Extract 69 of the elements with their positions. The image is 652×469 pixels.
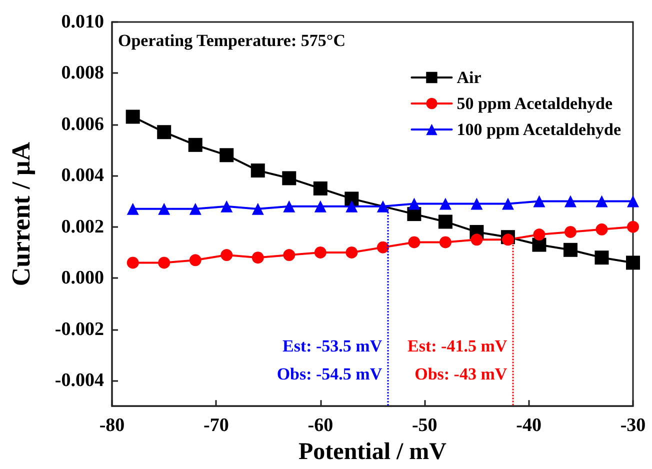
point — [283, 249, 296, 262]
x-tick-label: -80 — [99, 415, 125, 436]
point — [564, 195, 576, 208]
point — [596, 195, 608, 208]
point — [502, 198, 514, 210]
point — [283, 200, 296, 212]
point — [126, 202, 139, 215]
point — [252, 252, 264, 264]
point — [376, 241, 389, 254]
x-tick-label: -30 — [620, 415, 646, 436]
x-axis-title: Potential / mV — [298, 439, 448, 465]
point — [158, 202, 170, 215]
point — [533, 228, 546, 241]
point — [439, 198, 452, 210]
point — [470, 198, 483, 210]
y-tick-label: -0.002 — [54, 318, 104, 340]
point — [439, 236, 452, 248]
x-tick-label: -60 — [308, 415, 334, 436]
y-tick-label: 0.006 — [61, 114, 104, 135]
point — [563, 242, 578, 257]
legend-label: Air — [456, 68, 482, 87]
point — [564, 226, 576, 238]
legend-label: 100 ppm Acetaldehyde — [456, 120, 622, 139]
y-axis-title: Current / μA — [6, 142, 36, 286]
point — [596, 223, 608, 236]
y-tick-label: 0.010 — [61, 12, 104, 32]
y-tick-label: -0.004 — [54, 370, 104, 391]
y-tick-label: 0.000 — [61, 268, 104, 289]
annotation: Operating Temperature: 575°C — [118, 31, 346, 50]
point — [189, 254, 202, 266]
point — [282, 171, 296, 186]
point — [250, 164, 265, 178]
point — [220, 249, 233, 262]
legend-label: 50 ppm Acetaldehyde — [456, 94, 614, 113]
point — [220, 200, 233, 212]
point — [408, 236, 420, 248]
point — [532, 238, 546, 252]
point — [533, 195, 546, 208]
ref-line-label: Est: -41.5 mV Obs: -43 mV — [408, 336, 508, 384]
point — [126, 256, 139, 269]
point — [626, 256, 640, 270]
point — [408, 198, 420, 210]
point — [220, 148, 234, 162]
y-tick-label: 0.008 — [61, 62, 104, 84]
point — [313, 181, 328, 196]
ref-line-label: Est: -53.5 mV Obs: -54.5 mV — [276, 336, 383, 384]
x-tick-label: -50 — [412, 415, 438, 436]
point — [126, 110, 140, 124]
point — [189, 202, 202, 215]
point — [344, 192, 359, 206]
point — [346, 200, 358, 212]
point — [314, 200, 326, 212]
point — [502, 234, 514, 246]
y-tick-label: 0.004 — [61, 165, 104, 186]
y-tick-label: 0.002 — [61, 216, 104, 238]
point — [627, 195, 639, 208]
point — [376, 200, 389, 212]
point — [158, 256, 170, 269]
point — [594, 250, 609, 265]
point — [346, 246, 358, 258]
point — [157, 125, 172, 140]
x-tick-label: -40 — [516, 415, 542, 436]
point — [314, 246, 326, 258]
point — [627, 220, 639, 233]
point — [188, 138, 202, 152]
point — [252, 202, 264, 215]
x-tick-label: -70 — [204, 415, 229, 436]
point — [438, 214, 452, 229]
point — [470, 234, 483, 246]
